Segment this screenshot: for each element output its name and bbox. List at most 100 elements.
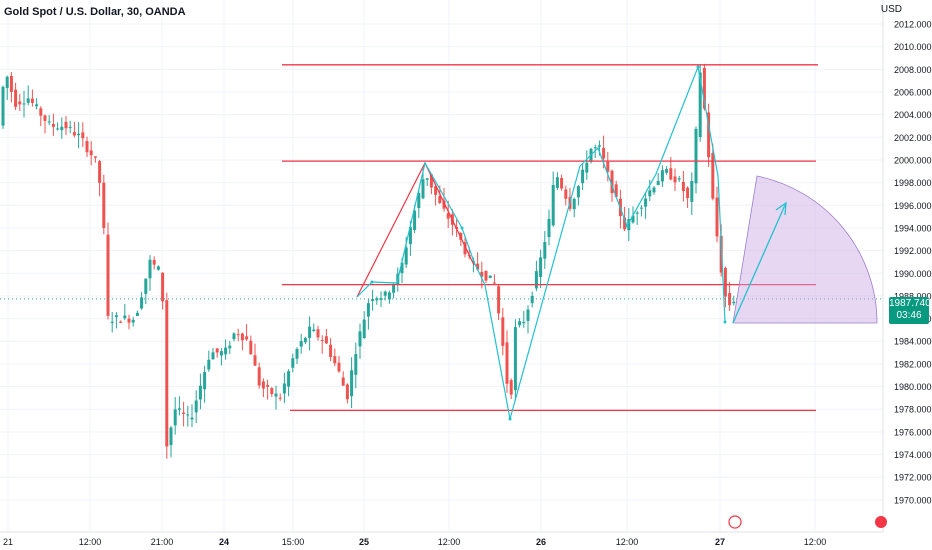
candle-body (114, 315, 118, 318)
candle-body (723, 267, 727, 297)
candle-body (509, 380, 513, 395)
candle-body (707, 112, 711, 158)
support-resistance-levels[interactable] (0, 64, 883, 412)
y-tick-label: 1996.000 (894, 201, 932, 211)
candle-body (555, 177, 559, 188)
candle-body (383, 291, 387, 296)
candle-body (270, 388, 274, 395)
candle-body (623, 217, 627, 230)
candle-body (429, 174, 433, 188)
candle-body (610, 170, 614, 194)
candle-body (644, 198, 648, 207)
zigzag-pivot-marker (723, 320, 727, 324)
candle-body (560, 177, 564, 189)
candle-body (513, 327, 517, 391)
candle-body (316, 329, 320, 338)
flag-icon (875, 516, 887, 528)
candle-body (434, 186, 438, 195)
candle-body (329, 344, 333, 358)
candle-body (156, 266, 160, 270)
candle-body (43, 115, 47, 121)
candle-body (614, 184, 618, 197)
candle-body (278, 397, 282, 399)
zigzag-pivot-marker (508, 417, 512, 421)
candle-body (127, 318, 131, 323)
candle-body (324, 336, 328, 344)
candle-body (345, 384, 349, 400)
candle-body (539, 257, 543, 277)
y-tick-label: 1980.000 (894, 382, 932, 392)
candle-body (413, 210, 417, 230)
candle-body (274, 393, 278, 397)
candle-body (350, 370, 354, 397)
candle-body (22, 103, 26, 105)
candle-body (530, 295, 534, 304)
candle-body (387, 292, 391, 300)
candle-body (534, 271, 538, 289)
pattern-drawings[interactable] (356, 64, 878, 421)
candle-body (152, 259, 156, 265)
x-tick-label: 12:00 (438, 537, 461, 547)
zigzag-pivot-marker (625, 224, 629, 228)
candle-body (47, 121, 51, 123)
candle-body (266, 384, 270, 387)
candle-body (417, 192, 421, 209)
candle-body (698, 72, 702, 138)
candle-body (165, 300, 169, 447)
candle-body (425, 178, 429, 180)
candle-body (446, 213, 450, 219)
candle-body (68, 126, 72, 128)
candle-body (144, 278, 148, 294)
candle-body (333, 356, 337, 364)
candle-body (648, 190, 652, 197)
candle-body (639, 207, 643, 209)
y-tick-label: 2008.000 (894, 65, 932, 75)
current-price-value: 1987.740 (889, 298, 931, 309)
candle-body (593, 147, 597, 149)
candle-body (522, 321, 526, 324)
candle-body (245, 336, 249, 340)
y-tick-label: 2010.000 (894, 42, 932, 52)
candle-body (442, 200, 446, 209)
projection-arrowhead (775, 201, 787, 216)
candle-body (602, 147, 606, 159)
y-tick-label: 1982.000 (894, 359, 932, 369)
candle-body (72, 132, 76, 136)
y-tick-label: 1972.000 (894, 473, 932, 483)
candle-body (77, 133, 81, 136)
x-tick-label: 21 (3, 537, 13, 547)
candle-body (232, 333, 236, 340)
zigzag-pivot-marker (696, 65, 700, 69)
candle-body (627, 219, 631, 231)
y-tick-label: 1984.000 (894, 337, 932, 347)
candle-body (203, 372, 207, 390)
candle-body (341, 377, 345, 386)
y-tick-label: 1998.000 (894, 178, 932, 188)
candle-body (404, 247, 408, 265)
candle-body (224, 347, 228, 355)
candle-body (161, 272, 165, 302)
candles-layer (1, 63, 736, 459)
x-tick-label: 15:00 (282, 537, 305, 547)
candle-body (660, 170, 664, 182)
x-tick-label: 26 (536, 537, 546, 547)
candle-body (631, 215, 635, 223)
candle-body (320, 340, 324, 342)
candle-body (438, 195, 442, 204)
x-tick-label: 27 (715, 537, 725, 547)
candle-body (669, 168, 673, 180)
candle-body (677, 178, 681, 180)
candle-body (93, 156, 97, 158)
candle-body (694, 128, 698, 184)
projection-arrow (732, 204, 786, 324)
candle-body (173, 409, 177, 426)
candle-body (194, 400, 198, 413)
y-tick-label: 2004.000 (894, 110, 932, 120)
candle-body (119, 321, 123, 323)
candle-body (715, 197, 719, 237)
x-tick-label: 12:00 (79, 537, 102, 547)
candle-body (526, 309, 530, 321)
candle-body (303, 337, 307, 343)
